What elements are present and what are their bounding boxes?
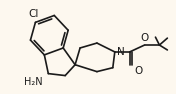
Text: H₂N: H₂N	[24, 77, 42, 87]
Text: N: N	[117, 47, 125, 57]
Text: O: O	[135, 66, 143, 76]
Text: O: O	[140, 33, 149, 43]
Text: Cl: Cl	[28, 9, 39, 19]
